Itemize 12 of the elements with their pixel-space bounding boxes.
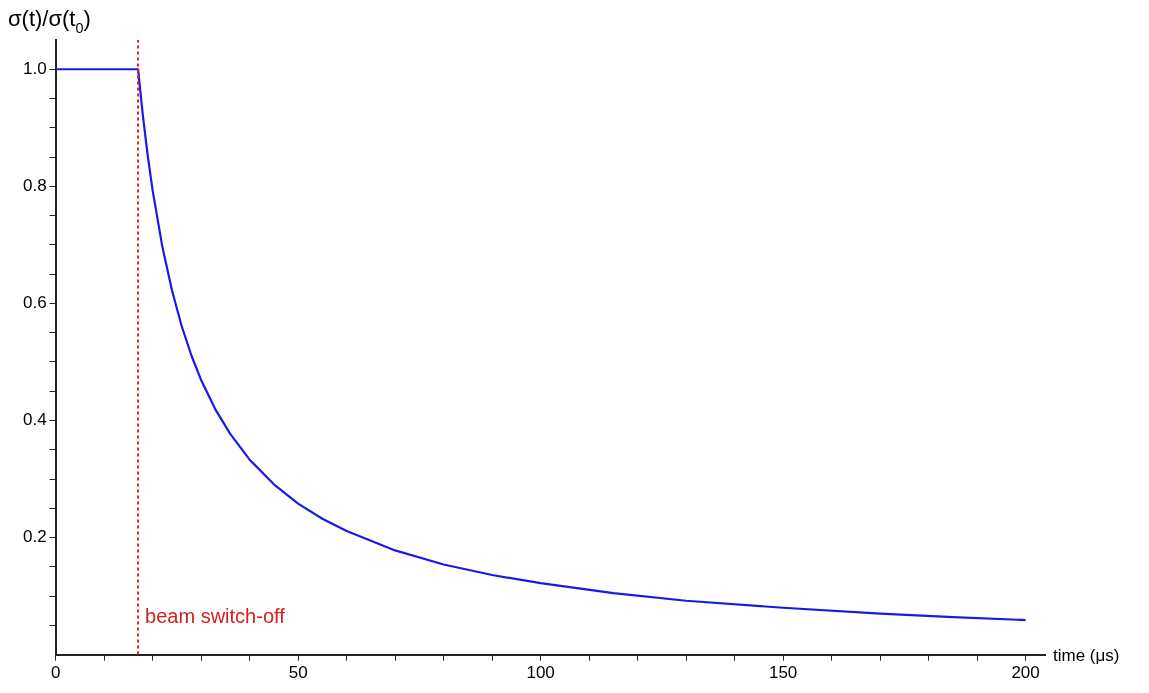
x-tick-label: 50 <box>288 663 308 683</box>
x-tick-label: 150 <box>768 663 798 683</box>
x-axis-title: time (μs) <box>1053 645 1120 665</box>
y-tick-label: 0.4 <box>22 410 47 430</box>
x-tick-label: 0 <box>50 663 61 683</box>
y-tick-label: 0.2 <box>22 527 47 547</box>
x-tick-label: 200 <box>1011 663 1040 683</box>
y-tick-label: 0.8 <box>22 176 47 196</box>
y-tick-label: 0.6 <box>22 293 47 313</box>
y-tick-label: 1.0 <box>22 58 47 78</box>
ref-line-label: beam switch-off <box>145 604 286 627</box>
x-tick-label: 100 <box>526 663 555 683</box>
